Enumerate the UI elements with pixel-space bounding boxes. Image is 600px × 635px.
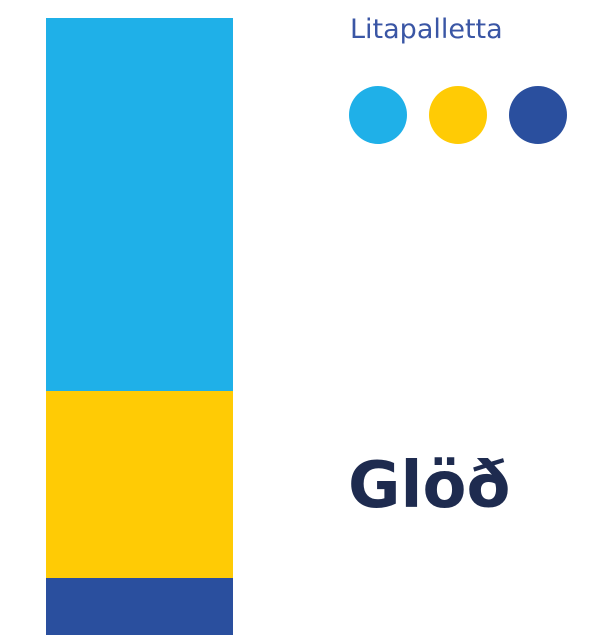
swatch-light-blue bbox=[349, 86, 407, 144]
strip-segment-dark-blue bbox=[46, 578, 233, 635]
palette-title: Litapalletta bbox=[350, 14, 503, 45]
strip-segment-light-blue bbox=[46, 18, 233, 392]
palette-swatches bbox=[349, 86, 567, 144]
swatch-dark-blue bbox=[509, 86, 567, 144]
color-strip bbox=[46, 18, 233, 635]
theme-name: Glöð bbox=[348, 449, 511, 523]
strip-segment-yellow bbox=[46, 391, 233, 579]
swatch-yellow bbox=[429, 86, 487, 144]
